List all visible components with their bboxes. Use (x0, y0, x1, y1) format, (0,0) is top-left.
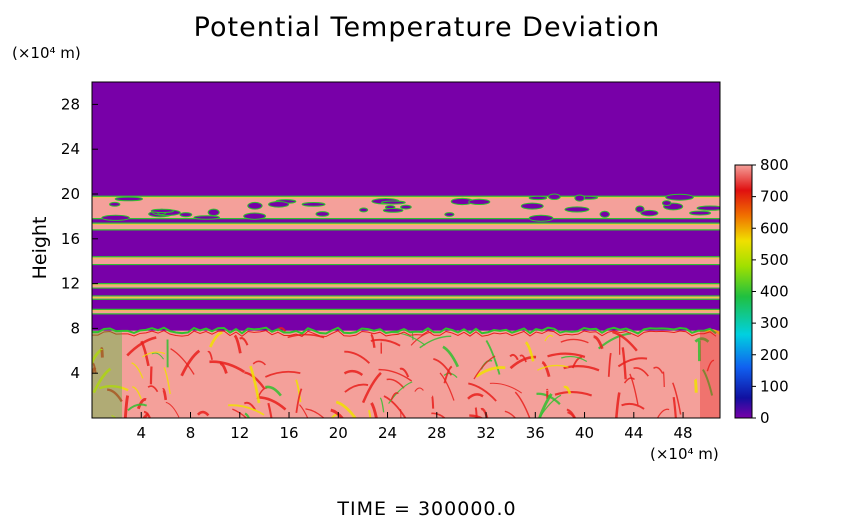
region-band (92, 256, 720, 266)
x-tick-label: 28 (427, 424, 446, 442)
colorbar-tick-label: 700 (760, 188, 789, 206)
colorbar-tick-label: 400 (760, 283, 789, 301)
x-tick-label: 44 (624, 424, 643, 442)
region-band (92, 295, 720, 300)
x-tick-label: 40 (575, 424, 594, 442)
y-tick-label: 24 (61, 140, 80, 158)
colorbar-tick-label: 500 (760, 251, 789, 269)
x-tick-label: 24 (378, 424, 397, 442)
y-tick-label: 20 (61, 185, 80, 203)
region-band (92, 222, 720, 231)
x-tick-label: 48 (674, 424, 693, 442)
x-tick-label: 36 (526, 424, 545, 442)
region-band (92, 82, 720, 194)
y-tick-label: 16 (61, 230, 80, 248)
x-tick-label: 32 (476, 424, 495, 442)
y-tick-label: 28 (61, 95, 80, 113)
region-band (92, 308, 720, 315)
plot-frame (91, 81, 721, 419)
colorbar (734, 164, 753, 419)
x-tick-label: 12 (230, 424, 249, 442)
x-tick-label: 8 (186, 424, 196, 442)
y-tick-label: 12 (61, 275, 80, 293)
region-band (92, 283, 720, 289)
y-axis-unit: (×10⁴ m) (12, 44, 81, 62)
y-tick-label: 8 (70, 319, 80, 337)
colorbar-tick-label: 0 (760, 409, 770, 427)
x-tick-label: 4 (136, 424, 146, 442)
y-axis: 4 8 12 16 20 24 28 (61, 95, 98, 382)
y-tick-label: 4 (70, 364, 80, 382)
colorbar-ticks: 0 100 200 300 400 500 600 700 800 (752, 156, 789, 427)
x-axis: 4 8 12 16 20 24 28 32 36 40 44 48 (136, 412, 693, 442)
turbulence-texture (92, 326, 720, 418)
colorbar-tick-label: 800 (760, 156, 789, 174)
colorbar-tick-label: 300 (760, 314, 789, 332)
chart-title: Potential Temperature Deviation (193, 12, 661, 43)
colorbar-tick-label: 200 (760, 346, 789, 364)
time-footer: TIME = 300000.0 (337, 498, 517, 520)
x-axis-unit: (×10⁴ m) (650, 445, 719, 463)
x-tick-label: 20 (329, 424, 348, 442)
x-tick-label: 16 (279, 424, 298, 442)
colorbar-tick-label: 100 (760, 377, 789, 395)
heatmap-field (92, 82, 720, 418)
colorbar-tick-label: 600 (760, 219, 789, 237)
upper-band-texture (101, 193, 720, 222)
